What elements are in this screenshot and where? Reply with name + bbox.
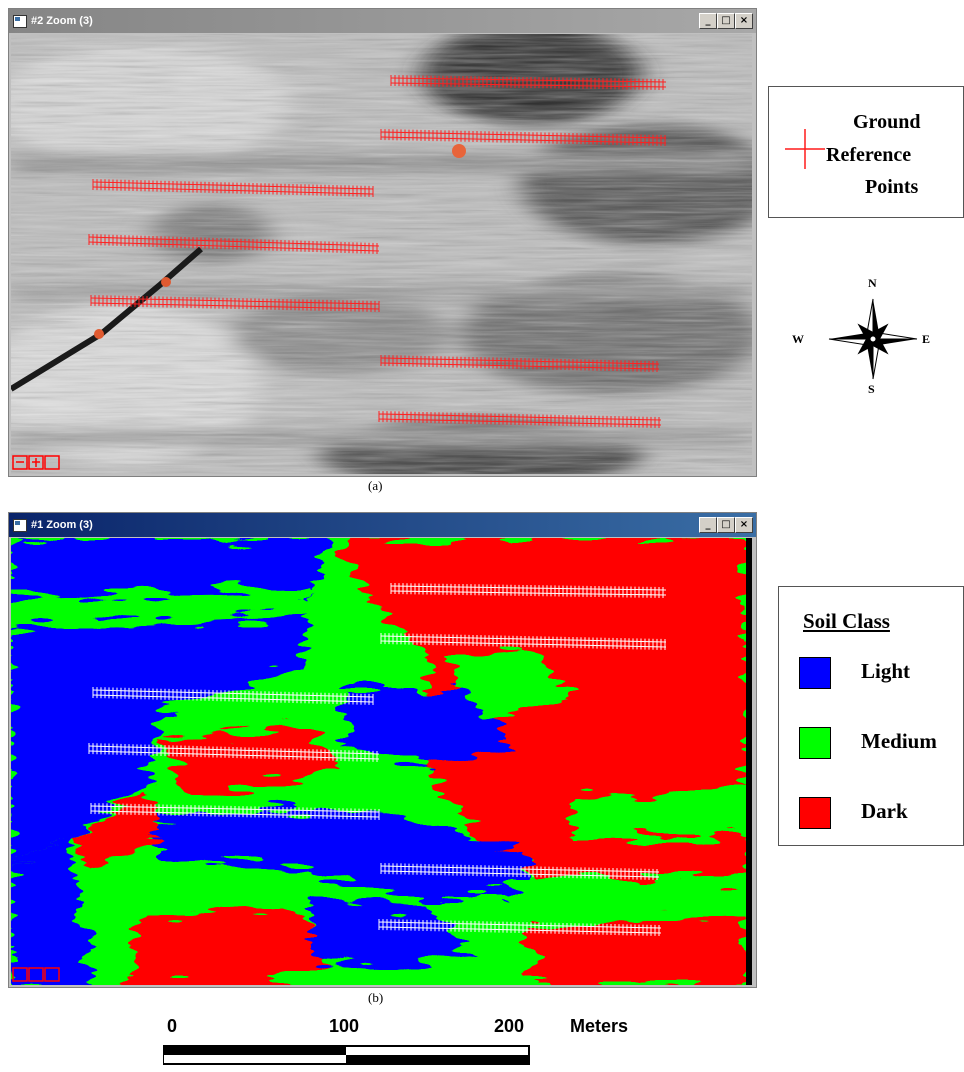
legend-ground-reference: Ground Reference Points <box>768 86 964 218</box>
maximize-button[interactable]: □ <box>717 13 735 29</box>
reference-point-lines <box>88 583 667 936</box>
scale-tick-200: 200 <box>494 1016 525 1036</box>
legend-line-3: Points <box>865 176 919 198</box>
window-icon[interactable] <box>13 518 27 532</box>
legend-title: Soil Class <box>803 609 890 633</box>
legend-line-1: Ground <box>853 111 921 133</box>
maximize-button[interactable]: □ <box>717 517 735 533</box>
minimize-button[interactable]: _ <box>699 517 717 533</box>
legend-label-medium: Medium <box>861 729 937 753</box>
scale-tick-0: 0 <box>167 1016 178 1036</box>
scale-unit: Meters <box>570 1016 629 1036</box>
zoom-controls-icon[interactable] <box>12 455 60 470</box>
texture-noise <box>11 34 752 474</box>
hotspot <box>94 329 104 339</box>
legend-swatch-dark <box>799 797 831 829</box>
hotspot <box>452 144 466 158</box>
soil-classification-map <box>11 538 746 985</box>
caption-a: (a) <box>368 478 383 493</box>
scale-bar <box>162 1044 531 1066</box>
titlebar-a[interactable]: #2 Zoom (3) _ □ × <box>9 9 756 33</box>
compass-w: W <box>792 332 804 346</box>
window-icon[interactable] <box>13 14 27 28</box>
titlebar-b[interactable]: #1 Zoom (3) _ □ × <box>9 513 756 537</box>
legend-soil-class: Soil Class Light Medium Dark <box>778 586 964 846</box>
legend-label-light: Light <box>861 659 911 683</box>
classified-image-view[interactable] <box>11 538 752 985</box>
zoom-controls-icon[interactable] <box>12 967 60 982</box>
compass-rose-icon <box>828 298 918 380</box>
window-title-b: #1 Zoom (3) <box>31 519 93 531</box>
plus-cross-icon <box>785 129 825 169</box>
legend-swatch-medium <box>799 727 831 759</box>
compass-rose: N S E W <box>790 276 940 396</box>
legend-line-2: Reference <box>826 144 912 166</box>
grayscale-soil-image <box>11 34 752 474</box>
close-button[interactable]: × <box>735 517 753 533</box>
scale-tick-100: 100 <box>329 1016 360 1036</box>
reference-point-lines <box>88 75 667 428</box>
legend-label-dark: Dark <box>861 799 908 823</box>
close-button[interactable]: × <box>735 13 753 29</box>
window-title-a: #2 Zoom (3) <box>31 15 93 27</box>
compass-n: N <box>868 276 877 290</box>
minimize-button[interactable]: _ <box>699 13 717 29</box>
drainage-line <box>11 246 203 392</box>
compass-s: S <box>868 382 875 396</box>
legend-swatch-light <box>799 657 831 689</box>
zoom-window-b: #1 Zoom (3) _ □ × <box>8 512 757 988</box>
grayscale-image-view[interactable] <box>11 34 752 474</box>
zoom-window-a: #2 Zoom (3) _ □ × <box>8 8 757 477</box>
hotspot <box>161 277 171 287</box>
compass-e: E <box>922 332 931 346</box>
caption-b: (b) <box>368 990 384 1005</box>
